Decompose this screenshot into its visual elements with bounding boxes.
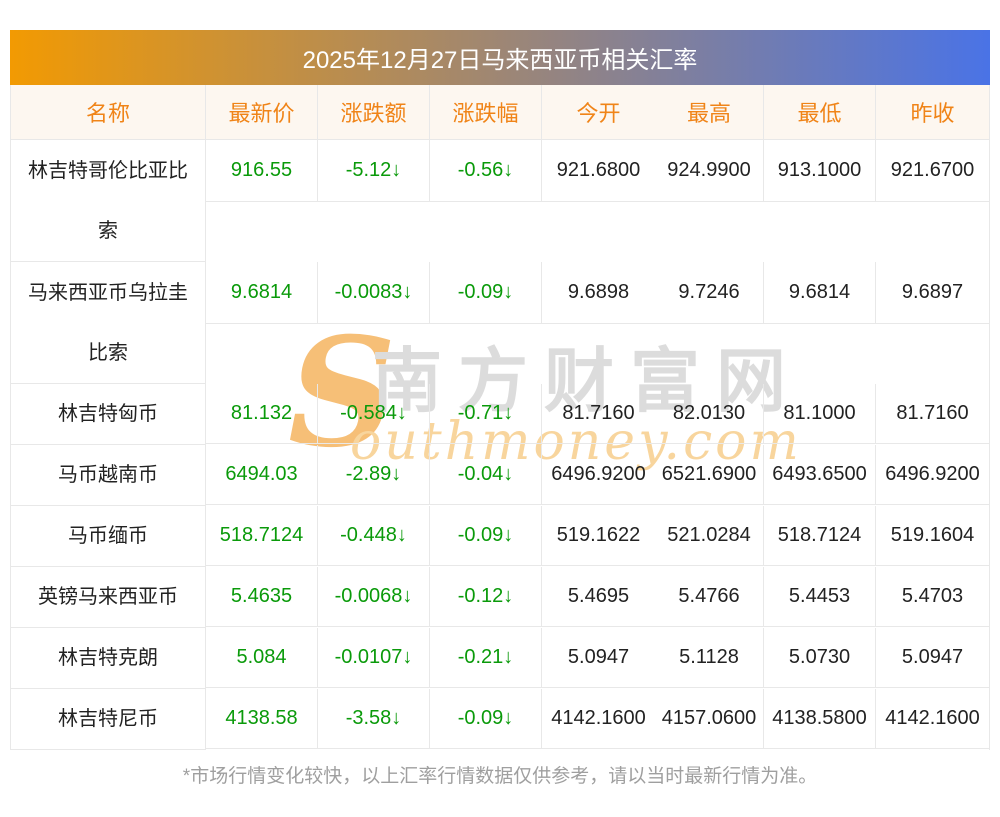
- prev-close-value: 6496.9200: [885, 463, 980, 485]
- currency-pair-name: 林吉特克朗: [11, 628, 206, 689]
- latest-price-value: 4138.58: [206, 689, 318, 748]
- latest-price-value: 5.4635: [206, 567, 318, 626]
- latest-price-value: 6494.03: [206, 445, 318, 504]
- column-header-change-percent: 涨跌幅: [430, 85, 542, 139]
- low-price-value: 9.6814: [764, 262, 876, 323]
- change-amount-value: -0.0068↓: [318, 567, 430, 626]
- high-price-value: 6521.6900: [655, 445, 764, 504]
- table-row: 马币越南币 6494.03 -2.89↓ -0.04↓ 6496.9200 6521.69…: [11, 445, 989, 506]
- high-price-value: 4157.0600: [655, 689, 764, 748]
- currency-pair-name: 英镑马来西亚币: [11, 567, 206, 628]
- latest-price-value: 9.6814: [206, 262, 318, 323]
- change-amount-value: -0.0083↓: [318, 262, 430, 323]
- change-percent-value: -0.09↓: [430, 506, 542, 565]
- prev-close-value: 5.0947: [901, 646, 964, 668]
- high-price-value: 924.9900: [655, 140, 764, 201]
- exchange-rates-table: 名称 最新价 涨跌额 涨跌幅 今开 最高 最低 昨收 林吉特哥伦比亚比索 916.55 -5.12…: [10, 85, 990, 750]
- change-percent-value: -0.04↓: [430, 445, 542, 504]
- row-spacer: [206, 202, 989, 262]
- change-amount-value: -5.12↓: [318, 140, 430, 201]
- table-row: 英镑马来西亚币 5.4635 -0.0068↓ -0.12↓ 5.4695 5.4766 5…: [11, 567, 989, 628]
- change-percent-value: -0.09↓: [430, 262, 542, 323]
- currency-pair-name: 林吉特哥伦比亚比索: [11, 140, 206, 262]
- currency-pair-name: 林吉特匈币: [11, 384, 206, 445]
- table-header-row: 名称 最新价 涨跌额 涨跌幅 今开 最高 最低 昨收: [11, 85, 989, 140]
- disclaimer-note: *市场行情变化较快，以上汇率行情数据仅供参考，请以当时最新行情为准。: [182, 766, 818, 787]
- open-price-value: 6496.9200: [551, 463, 646, 485]
- currency-pair-name: 马来西亚币乌拉圭比索: [11, 262, 206, 384]
- low-price-value: 518.7124: [764, 506, 876, 565]
- column-header-change-amount: 涨跌额: [318, 85, 430, 139]
- open-price-value: 9.6898: [567, 281, 630, 303]
- title-bar: 2025年12月27日马来西亚币相关汇率: [10, 30, 990, 85]
- table-body: 林吉特哥伦比亚比索 916.55 -5.12↓ -0.56↓ 921.6800 924.9…: [11, 140, 989, 750]
- change-percent-value: -0.21↓: [430, 628, 542, 687]
- prev-close-value: 81.7160: [896, 402, 969, 424]
- table-row: 马币缅币 518.7124 -0.448↓ -0.09↓ 519.1622 521.028…: [11, 506, 989, 567]
- open-price-value: 5.0947: [567, 646, 630, 668]
- change-amount-value: -0.448↓: [318, 506, 430, 565]
- column-header-name: 名称: [11, 85, 206, 139]
- open-price-value: 519.1622: [556, 524, 641, 546]
- table-row: 林吉特克朗 5.084 -0.0107↓ -0.21↓ 5.0947 5.1128 5.07…: [11, 628, 989, 689]
- column-header-prev-close: 昨收: [910, 101, 955, 126]
- open-price-value: 921.6800: [556, 159, 641, 181]
- change-amount-value: -2.89↓: [318, 445, 430, 504]
- currency-pair-name: 马币越南币: [11, 445, 206, 506]
- table-row: 马来西亚币乌拉圭比索 9.6814 -0.0083↓ -0.09↓ 9.6898 9.72…: [11, 262, 989, 384]
- prev-close-value: 921.6700: [890, 159, 975, 181]
- change-percent-value: -0.56↓: [430, 140, 542, 201]
- high-price-value: 9.7246: [655, 262, 764, 323]
- open-price-value: 4142.1600: [551, 707, 646, 729]
- low-price-value: 5.0730: [764, 628, 876, 687]
- high-price-value: 5.1128: [655, 628, 764, 687]
- currency-pair-name: 林吉特尼币: [11, 689, 206, 750]
- column-header-open-price: 今开: [576, 101, 621, 126]
- low-price-value: 4138.5800: [764, 689, 876, 748]
- high-price-value: 82.0130: [655, 384, 764, 443]
- column-header-low-price: 最低: [764, 85, 876, 139]
- currency-pair-name: 马币缅币: [11, 506, 206, 567]
- high-price-value: 521.0284: [655, 506, 764, 565]
- latest-price-value: 81.132: [206, 384, 318, 443]
- change-percent-value: -0.71↓: [430, 384, 542, 443]
- change-percent-value: -0.09↓: [430, 689, 542, 748]
- column-header-latest-price: 最新价: [206, 85, 318, 139]
- change-amount-value: -0.0107↓: [318, 628, 430, 687]
- column-header-high-price: 最高: [655, 85, 764, 139]
- prev-close-value: 519.1604: [890, 524, 975, 546]
- page-title: 2025年12月27日马来西亚币相关汇率: [302, 47, 698, 74]
- table-row: 林吉特哥伦比亚比索 916.55 -5.12↓ -0.56↓ 921.6800 924.9…: [11, 140, 989, 262]
- high-price-value: 5.4766: [655, 567, 764, 626]
- change-percent-value: -0.12↓: [430, 567, 542, 626]
- table-row: 林吉特匈币 81.132 -0.584↓ -0.71↓ 81.7160 82.0130 81…: [11, 384, 989, 445]
- prev-close-value: 5.4703: [901, 585, 964, 607]
- low-price-value: 5.4453: [764, 567, 876, 626]
- row-spacer: [206, 324, 989, 384]
- open-price-value: 81.7160: [562, 402, 635, 424]
- prev-close-value: 9.6897: [901, 281, 964, 303]
- latest-price-value: 518.7124: [206, 506, 318, 565]
- low-price-value: 913.1000: [764, 140, 876, 201]
- low-price-value: 6493.6500: [764, 445, 876, 504]
- table-row: 林吉特尼币 4138.58 -3.58↓ -0.09↓ 4142.1600 4157.06…: [11, 689, 989, 750]
- prev-close-value: 4142.1600: [885, 707, 980, 729]
- change-amount-value: -3.58↓: [318, 689, 430, 748]
- low-price-value: 81.1000: [764, 384, 876, 443]
- change-amount-value: -0.584↓: [318, 384, 430, 443]
- latest-price-value: 5.084: [206, 628, 318, 687]
- latest-price-value: 916.55: [206, 140, 318, 201]
- open-price-value: 5.4695: [567, 585, 630, 607]
